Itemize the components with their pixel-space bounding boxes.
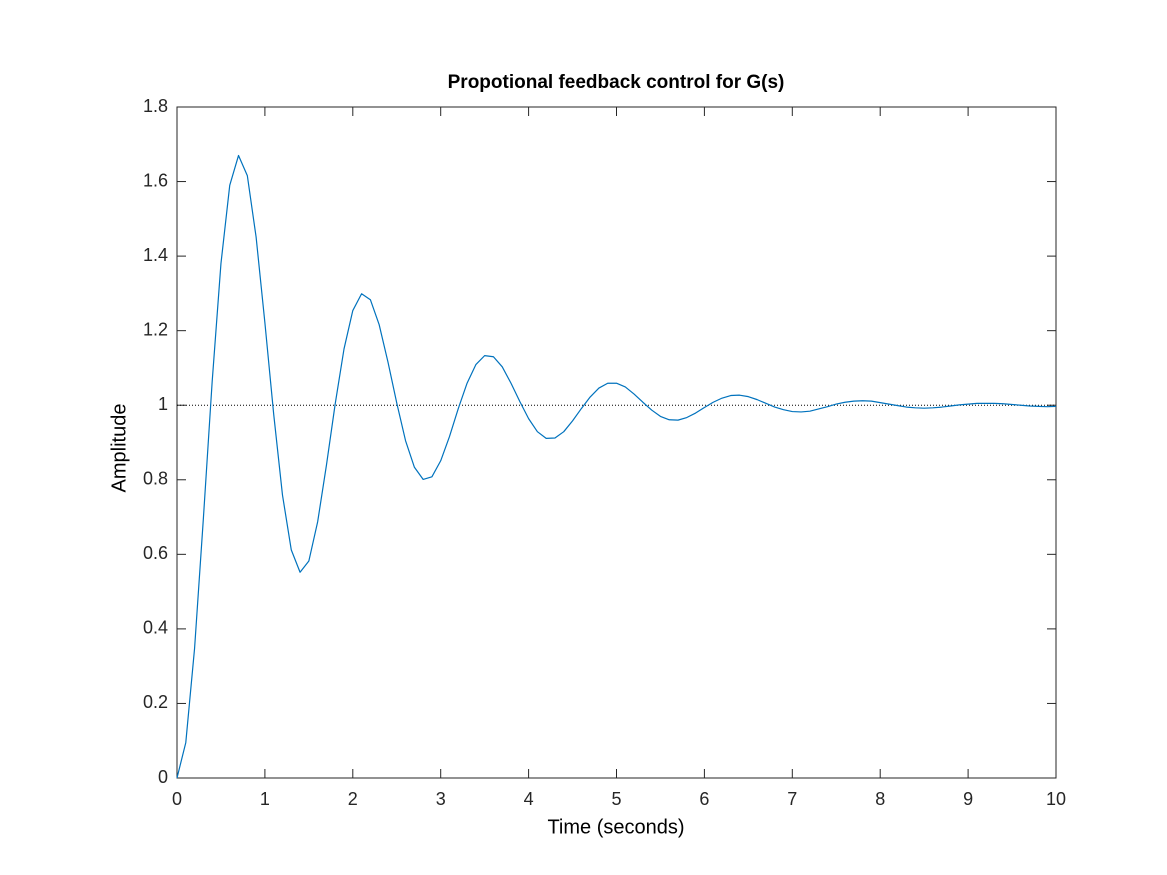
- x-axis-label: Time (seconds): [547, 816, 684, 838]
- y-tick-label: 1.4: [143, 245, 168, 265]
- y-axis-label: Amplitude: [108, 404, 130, 493]
- data-line: [176, 154, 1057, 779]
- y-tick-label: 1.2: [143, 319, 168, 339]
- x-tick-label: 6: [699, 789, 709, 809]
- y-tick-label: 0.6: [143, 543, 168, 563]
- x-tick-label: 5: [611, 789, 621, 809]
- y-tick-label: 1.6: [143, 170, 168, 190]
- x-tick-label: 1: [260, 789, 270, 809]
- y-tick-label: 0.4: [143, 618, 168, 638]
- x-tick-label: 10: [1046, 789, 1066, 809]
- x-tick-label: 3: [436, 789, 446, 809]
- chart-title: Propotional feedback control for G(s): [448, 72, 785, 93]
- x-tick-label: 2: [348, 789, 358, 809]
- x-tick-label: 7: [787, 789, 797, 809]
- x-tick-label: 4: [524, 789, 534, 809]
- x-tick-label: 9: [963, 789, 973, 809]
- x-tick-label: 8: [875, 789, 885, 809]
- y-tick-label: 1: [158, 394, 168, 414]
- y-tick-label: 0: [158, 767, 168, 787]
- y-tick-label: 0.2: [143, 692, 168, 712]
- y-tick-label: 1.8: [143, 96, 168, 116]
- y-tick-label: 0.8: [143, 469, 168, 489]
- x-tick-label: 0: [172, 789, 182, 809]
